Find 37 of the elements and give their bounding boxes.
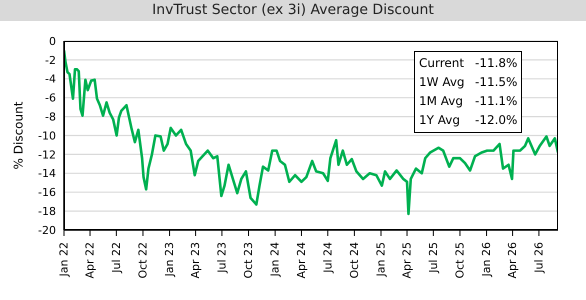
y-tick-label: -6 — [45, 92, 56, 105]
x-tick-label: Oct 22 — [136, 242, 150, 279]
x-tick-label: Jan 26 — [480, 242, 494, 278]
y-tick-label: -18 — [38, 205, 56, 218]
line-series — [64, 49, 558, 216]
y-axis-title: % Discount — [11, 101, 26, 170]
x-tick-label: Jul 24 — [321, 242, 334, 274]
y-tick-label: -20 — [38, 224, 56, 237]
x-tick-label: Apr 23 — [189, 242, 202, 279]
annotation: 1M Avg -11.1% — [419, 93, 518, 110]
x-tick-label: Jan 23 — [163, 242, 176, 278]
y-tick-label: -8 — [45, 110, 56, 124]
x-tick-label: Jul 25 — [426, 242, 440, 274]
annotation: Current -11.8% — [419, 55, 518, 72]
x-tick-label: Jul 23 — [215, 242, 228, 274]
text: 1Y Avg -12.0% — [419, 113, 518, 127]
x-tick-label: Oct 23 — [242, 242, 256, 279]
chart-title: InvTrust Sector (ex 3i) Average Discount — [0, 0, 586, 21]
y-tick-label: 0 — [49, 34, 56, 48]
y-tick-label: -2 — [45, 54, 56, 67]
y-tick-label: -14 — [38, 167, 56, 180]
x-tick-label: Apr 24 — [294, 242, 308, 279]
x-tick-label: Jan 24 — [268, 242, 282, 278]
x-tick-label: Oct 25 — [453, 242, 466, 279]
x-tick-label: Jan 22 — [58, 242, 70, 278]
x-tick-label: Oct 24 — [348, 242, 361, 279]
x-tick-label: Apr 22 — [84, 242, 97, 279]
x-tick-label: Jul 26 — [532, 242, 546, 274]
y-tick-label: -4 — [45, 72, 56, 86]
annotation: 1W Avg -11.5% — [419, 74, 518, 91]
y-tick-label: -16 — [38, 186, 56, 200]
x-tick-label: Apr 25 — [400, 242, 414, 279]
y-tick-label: -10 — [38, 129, 56, 142]
x-tick-label: Jan 25 — [374, 242, 388, 278]
y-tick-label: -12 — [38, 148, 56, 162]
x-tick-label: Apr 26 — [506, 242, 520, 279]
x-tick-label: Jul 22 — [110, 242, 123, 274]
